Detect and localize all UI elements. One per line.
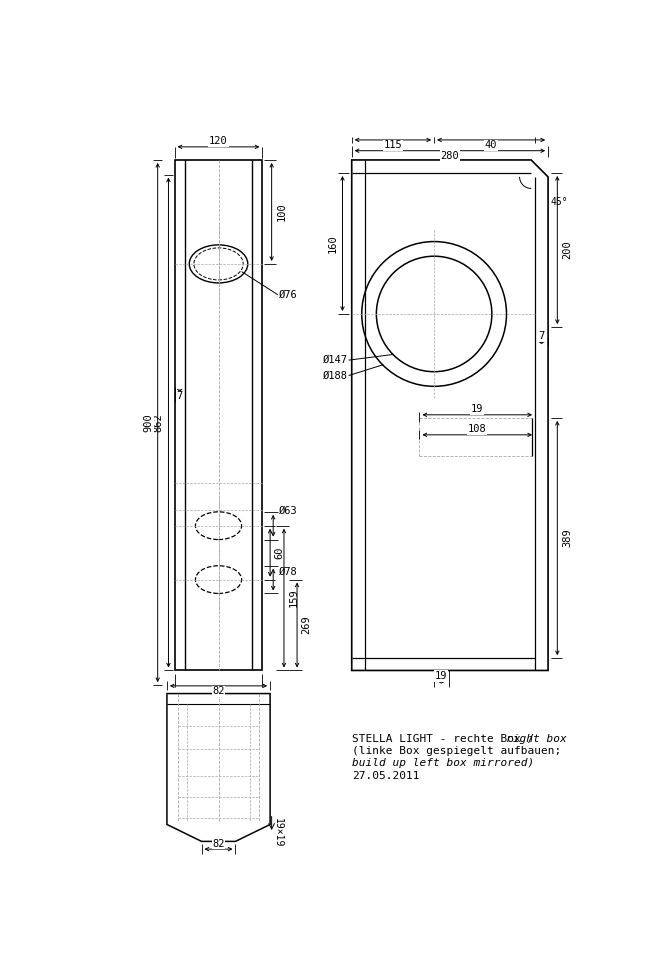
Text: 40: 40 — [485, 140, 497, 150]
Text: 60: 60 — [275, 547, 284, 559]
Text: 19: 19 — [435, 671, 447, 681]
Text: (linke Box gespiegelt aufbauen;: (linke Box gespiegelt aufbauen; — [351, 746, 561, 756]
Text: Ø63: Ø63 — [279, 506, 298, 515]
Text: 160: 160 — [328, 234, 338, 253]
Text: 19×19: 19×19 — [273, 818, 283, 848]
Text: Ø78: Ø78 — [279, 566, 298, 577]
Text: 862: 862 — [154, 414, 164, 432]
Text: 159: 159 — [288, 589, 298, 608]
Text: 280: 280 — [441, 151, 459, 161]
Text: 389: 389 — [562, 528, 572, 548]
Text: Ø76: Ø76 — [279, 290, 298, 300]
Text: Ø147: Ø147 — [323, 355, 348, 366]
Text: right box: right box — [506, 734, 566, 744]
Text: 27.05.2011: 27.05.2011 — [351, 770, 419, 780]
Text: 7: 7 — [538, 331, 545, 341]
Text: 45°: 45° — [551, 197, 568, 208]
Text: 19: 19 — [471, 405, 484, 415]
Text: 108: 108 — [468, 424, 487, 434]
Text: 269: 269 — [302, 615, 311, 634]
Text: 7: 7 — [177, 391, 183, 402]
Text: 82: 82 — [212, 839, 225, 849]
Text: 200: 200 — [562, 241, 572, 260]
Text: 115: 115 — [384, 140, 402, 150]
Text: 100: 100 — [276, 203, 286, 221]
Text: build up left box mirrored): build up left box mirrored) — [351, 759, 534, 768]
Text: 120: 120 — [209, 136, 228, 146]
Text: 82: 82 — [212, 686, 225, 696]
Text: STELLA LIGHT - rechte Box /: STELLA LIGHT - rechte Box / — [351, 734, 541, 744]
Text: 900: 900 — [143, 414, 153, 432]
Text: Ø188: Ø188 — [323, 370, 348, 380]
Bar — [175, 160, 262, 670]
